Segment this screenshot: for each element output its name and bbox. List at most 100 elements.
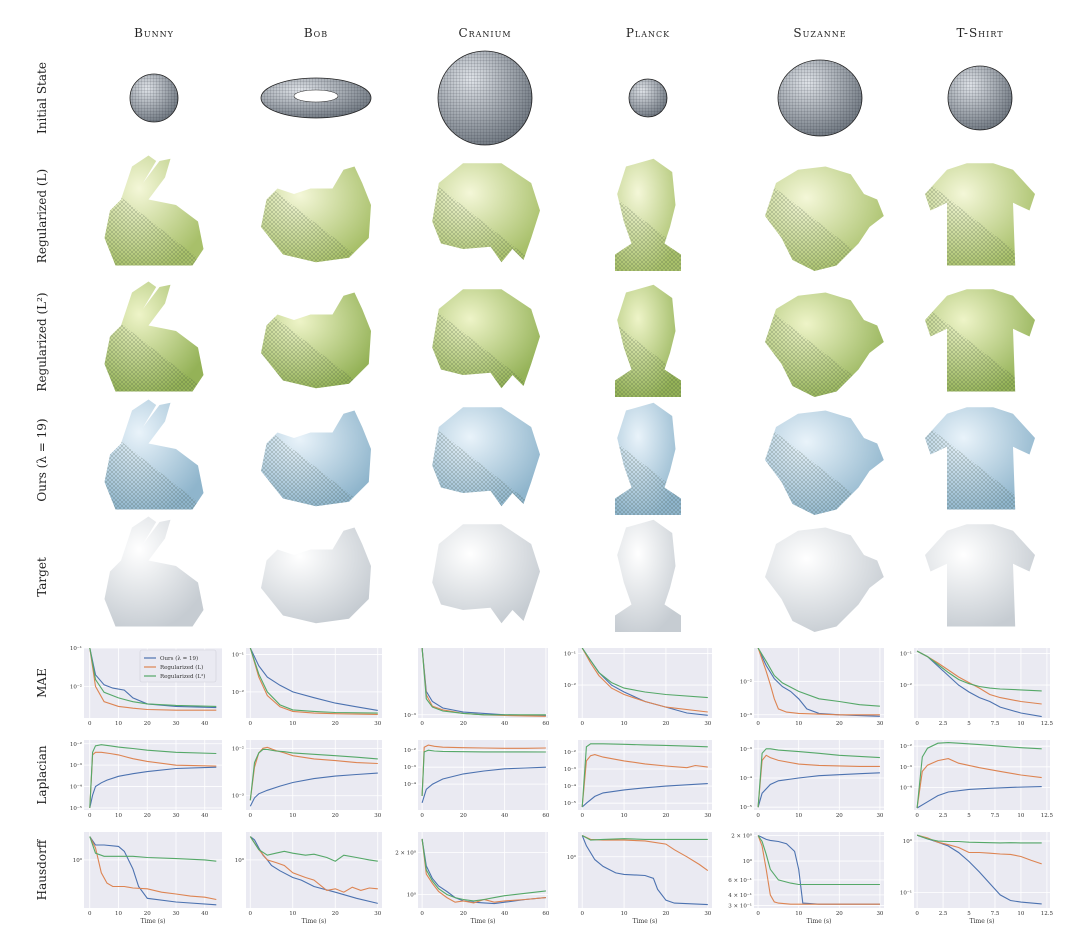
y-tick-label: 10⁻² bbox=[70, 683, 82, 690]
x-tick-label: 20 bbox=[144, 813, 151, 819]
row-label: Regularized (L²) bbox=[35, 292, 49, 392]
x-axis-label: Time (s) bbox=[633, 918, 658, 925]
x-axis-label: Time (s) bbox=[471, 918, 496, 925]
x-tick-label: 2.5 bbox=[939, 813, 948, 819]
series-line-reg_l bbox=[581, 648, 708, 713]
series-line-reg_l2 bbox=[421, 838, 546, 902]
x-tick-label: 30 bbox=[704, 911, 711, 917]
x-tick-label: 7.5 bbox=[991, 813, 1000, 819]
x-tick-label: 5 bbox=[967, 911, 971, 917]
plot-laplacian-suzanne: 0 10 20 30 10⁻³ 10⁻⁴ 10⁻⁵ bbox=[740, 740, 884, 819]
y-tick-label: 10⁻¹ bbox=[70, 645, 82, 652]
series-line-ours bbox=[581, 783, 708, 808]
x-tick-label: 40 bbox=[501, 721, 508, 727]
series-line-reg_l2 bbox=[757, 748, 880, 808]
plot-mae-cranium: 0 20 40 60 10⁻³ bbox=[404, 648, 550, 727]
y-tick-label: 10⁻¹ bbox=[564, 651, 576, 658]
render-green-suzanne bbox=[765, 166, 884, 271]
x-axis-label: Time (s) bbox=[807, 918, 832, 925]
series-line-reg_l bbox=[249, 648, 378, 715]
y-tick-label: 10⁻² bbox=[232, 689, 244, 696]
series-line-reg_l bbox=[916, 834, 1042, 865]
series-line-reg_l2 bbox=[581, 648, 708, 699]
x-tick-label: 10 bbox=[289, 911, 296, 917]
series-line-ours bbox=[249, 772, 378, 807]
x-tick-label: 7.5 bbox=[991, 911, 1000, 917]
series-line-reg_l2 bbox=[421, 749, 546, 797]
x-tick-label: 20 bbox=[662, 813, 669, 819]
series-line-reg_l bbox=[757, 835, 880, 905]
plot-row-label: Laplacian bbox=[35, 745, 49, 805]
plot-background bbox=[914, 648, 1050, 718]
x-tick-label: 20 bbox=[332, 721, 339, 727]
series-line-ours bbox=[581, 835, 708, 906]
x-tick-label: 0 bbox=[580, 721, 584, 727]
plot-laplacian-bunny: 0 10 20 30 40 10⁻² 10⁻³ 10⁻⁴ 10⁻⁵ bbox=[70, 740, 222, 819]
x-tick-label: 10 bbox=[1017, 721, 1024, 727]
plot-mae-t-shirt: 0 2.5 5 7.5 10 12.5 10⁻¹ 10⁻² bbox=[900, 648, 1054, 727]
render-initial-suzanne bbox=[777, 59, 863, 137]
series-line-reg_l2 bbox=[916, 742, 1042, 809]
series-line-reg_l2 bbox=[757, 835, 880, 886]
x-tick-label: 30 bbox=[374, 721, 381, 727]
x-tick-label: 7.5 bbox=[991, 721, 1000, 727]
x-tick-label: 0 bbox=[249, 813, 253, 819]
x-tick-label: 12.5 bbox=[1041, 721, 1054, 727]
y-tick-label: 10⁻² bbox=[740, 678, 752, 685]
render-blue-planck bbox=[615, 402, 681, 515]
y-tick-label: 10⁻³ bbox=[404, 764, 416, 771]
render-blue-t-shirt bbox=[925, 407, 1035, 510]
y-tick-label: 10⁰ bbox=[407, 891, 417, 898]
plot-background bbox=[914, 832, 1050, 908]
series-line-ours bbox=[89, 766, 217, 809]
plot-background bbox=[578, 740, 712, 810]
plot-background bbox=[754, 648, 884, 718]
y-tick-label: 10⁻² bbox=[564, 682, 576, 689]
x-tick-label: 20 bbox=[460, 721, 467, 727]
series-line-reg_l2 bbox=[581, 743, 708, 808]
x-tick-label: 0 bbox=[249, 721, 253, 727]
x-tick-label: 20 bbox=[460, 813, 467, 819]
series-line-reg_l bbox=[421, 838, 546, 904]
render-green2-cranium bbox=[432, 289, 540, 389]
column-title: Bob bbox=[303, 26, 329, 40]
series-line-reg_l2 bbox=[249, 648, 378, 714]
render-white-suzanne bbox=[765, 527, 884, 632]
y-tick-label: 4 × 10⁻¹ bbox=[728, 892, 752, 899]
x-tick-label: 0 bbox=[88, 813, 92, 819]
x-axis-label: Time (s) bbox=[970, 918, 995, 925]
x-tick-label: 10 bbox=[621, 813, 628, 819]
y-tick-label: 10⁰ bbox=[743, 858, 753, 865]
series-line-reg_l bbox=[757, 648, 880, 716]
render-initial-bob bbox=[260, 77, 372, 119]
x-tick-label: 40 bbox=[201, 721, 208, 727]
plot-hausdorff-bob: 0 10 20 30 10⁰ Time (s) bbox=[235, 832, 382, 925]
plot-background bbox=[754, 832, 884, 908]
series-line-reg_l bbox=[916, 758, 1042, 809]
series-line-reg_l2 bbox=[421, 648, 546, 716]
render-initial-bunny bbox=[129, 73, 179, 123]
y-tick-label: 10⁻¹ bbox=[900, 890, 912, 897]
series-line-reg_l2 bbox=[757, 648, 880, 707]
plot-hausdorff-planck: 0 10 20 30 10⁰ Time (s) bbox=[567, 832, 712, 925]
y-tick-label: 10⁻⁴ bbox=[900, 784, 913, 791]
x-axis-label: Time (s) bbox=[302, 918, 327, 925]
x-tick-label: 30 bbox=[876, 813, 883, 819]
series-line-reg_l2 bbox=[916, 650, 1042, 692]
plot-mae-suzanne: 0 10 20 30 10⁻² 10⁻³ bbox=[740, 648, 884, 727]
series-line-ours bbox=[89, 648, 217, 709]
render-green2-planck bbox=[615, 284, 681, 397]
y-tick-label: 10⁻⁴ bbox=[70, 784, 83, 791]
x-tick-label: 40 bbox=[501, 911, 508, 917]
y-tick-label: 10⁻⁴ bbox=[404, 781, 417, 788]
series-line-ours bbox=[421, 766, 546, 803]
series-line-reg_l2 bbox=[249, 836, 378, 862]
x-tick-label: 30 bbox=[173, 813, 180, 819]
render-blue-bob bbox=[261, 410, 371, 507]
x-tick-label: 0 bbox=[915, 911, 919, 917]
x-tick-label: 2.5 bbox=[939, 721, 948, 727]
legend-entry: Regularized (L²) bbox=[160, 673, 205, 680]
